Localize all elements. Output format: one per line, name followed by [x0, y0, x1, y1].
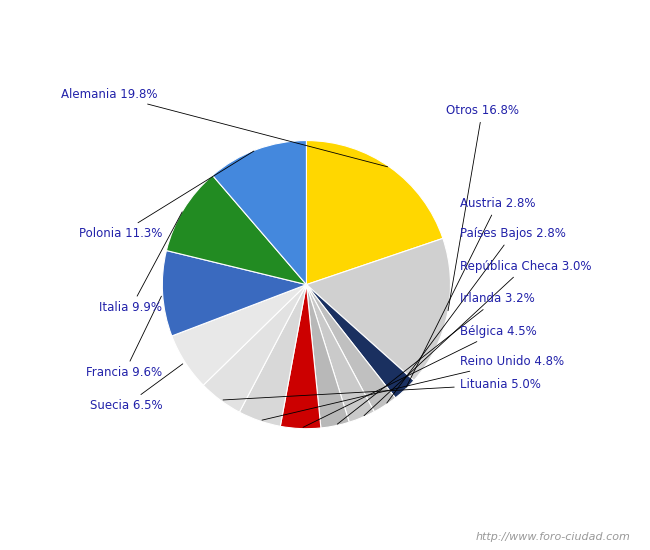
Wedge shape — [306, 285, 349, 428]
Text: Reino Unido 4.8%: Reino Unido 4.8% — [262, 355, 564, 420]
Text: Otros 16.8%: Otros 16.8% — [446, 104, 519, 311]
Wedge shape — [203, 285, 306, 412]
Text: Italia 9.9%: Italia 9.9% — [99, 212, 182, 315]
Wedge shape — [306, 285, 414, 398]
Text: Polonia 11.3%: Polonia 11.3% — [79, 151, 254, 240]
Wedge shape — [166, 175, 306, 285]
Wedge shape — [239, 285, 306, 426]
Text: República Checa 3.0%: República Checa 3.0% — [364, 260, 592, 416]
Wedge shape — [172, 285, 306, 385]
Wedge shape — [306, 238, 450, 381]
Text: Países Bajos 2.8%: Países Bajos 2.8% — [387, 227, 566, 403]
Text: Alemania 19.8%: Alemania 19.8% — [61, 87, 387, 167]
Text: Banyeres del Penedès - Turistas extranjeros según país - Abril de 2024: Banyeres del Penedès - Turistas extranje… — [32, 18, 618, 34]
Wedge shape — [306, 285, 395, 412]
Text: Bélgica 4.5%: Bélgica 4.5% — [303, 324, 536, 427]
Text: Suecia 6.5%: Suecia 6.5% — [90, 364, 183, 412]
Text: Austria 2.8%: Austria 2.8% — [406, 197, 536, 387]
Text: Irlanda 3.2%: Irlanda 3.2% — [337, 292, 534, 424]
Text: http://www.foro-ciudad.com: http://www.foro-ciudad.com — [476, 532, 630, 542]
Wedge shape — [213, 141, 306, 285]
Wedge shape — [306, 285, 374, 422]
Wedge shape — [162, 251, 306, 336]
Text: Francia 9.6%: Francia 9.6% — [86, 296, 162, 380]
Text: Lituania 5.0%: Lituania 5.0% — [223, 378, 541, 400]
Wedge shape — [306, 141, 443, 285]
Wedge shape — [280, 285, 321, 428]
